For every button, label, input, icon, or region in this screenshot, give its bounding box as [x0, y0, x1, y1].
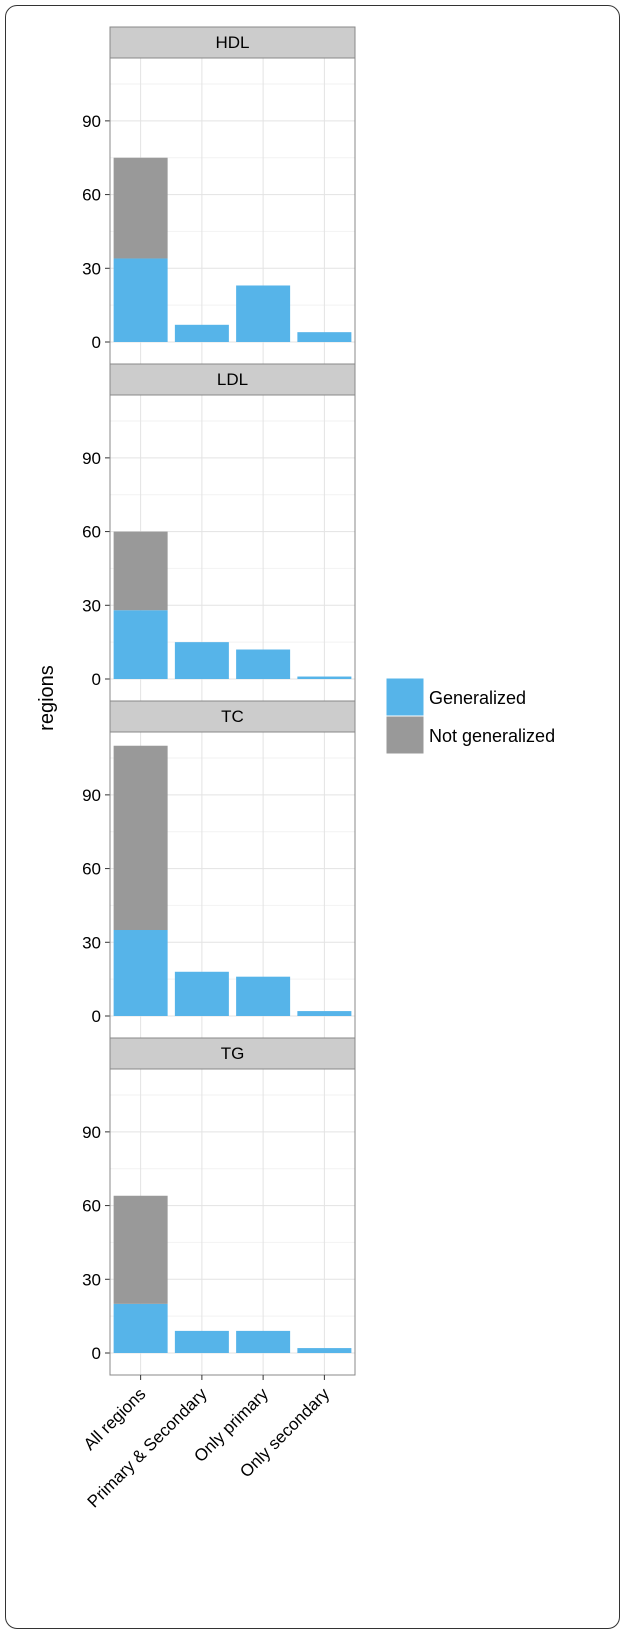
y-tick-label: 90: [82, 112, 101, 131]
panel-border: [109, 1068, 356, 1376]
facet-strip: [109, 700, 356, 733]
bar-generalized: [113, 930, 168, 1016]
y-tick-label: 0: [92, 1007, 101, 1026]
y-tick-label: 0: [92, 333, 101, 352]
bar-not-generalized: [113, 745, 168, 931]
bar-not-generalized: [113, 1195, 168, 1304]
facet-strip: [109, 26, 356, 59]
bar-not-generalized: [113, 157, 168, 259]
bar-generalized: [174, 971, 229, 1016]
y-tick-label: 30: [82, 596, 101, 615]
facet-strip: [109, 363, 356, 396]
y-tick-label: 90: [82, 1123, 101, 1142]
bar-not-generalized: [113, 531, 168, 611]
y-tick-label: 30: [82, 933, 101, 952]
legend-label: Not generalized: [429, 726, 555, 746]
bar-generalized: [174, 642, 229, 679]
y-tick-label: 0: [92, 670, 101, 689]
y-tick-label: 90: [82, 449, 101, 468]
y-tick-label: 90: [82, 786, 101, 805]
y-tick-label: 30: [82, 259, 101, 278]
facet-title: LDL: [217, 370, 248, 389]
bar-generalized: [236, 649, 291, 679]
y-tick-label: 0: [92, 1344, 101, 1363]
x-tick-label: Primary & Secondary: [84, 1384, 211, 1511]
y-axis-label: regions: [36, 665, 58, 731]
bar-generalized: [297, 1011, 352, 1016]
y-tick-label: 60: [82, 186, 101, 205]
facet-title: TG: [221, 1044, 245, 1063]
bar-generalized: [297, 332, 352, 342]
y-tick-label: 60: [82, 860, 101, 879]
y-tick-label: 60: [82, 1197, 101, 1216]
facet-title: TC: [221, 707, 244, 726]
y-tick-label: 60: [82, 523, 101, 542]
legend-label: Generalized: [429, 688, 526, 708]
bar-generalized: [113, 258, 168, 342]
bar-generalized: [113, 610, 168, 679]
legend-key: [385, 715, 425, 755]
legend-key: [385, 677, 425, 717]
bar-generalized: [174, 324, 229, 342]
bar-generalized: [236, 976, 291, 1016]
facet-strip: [109, 1037, 356, 1070]
bar-generalized: [113, 1303, 168, 1353]
bar-generalized: [297, 676, 352, 679]
facet-title: HDL: [215, 33, 249, 52]
bar-generalized: [297, 1348, 352, 1353]
bar-generalized: [174, 1330, 229, 1353]
y-tick-label: 30: [82, 1270, 101, 1289]
bar-generalized: [236, 285, 291, 342]
bar-generalized: [236, 1330, 291, 1353]
